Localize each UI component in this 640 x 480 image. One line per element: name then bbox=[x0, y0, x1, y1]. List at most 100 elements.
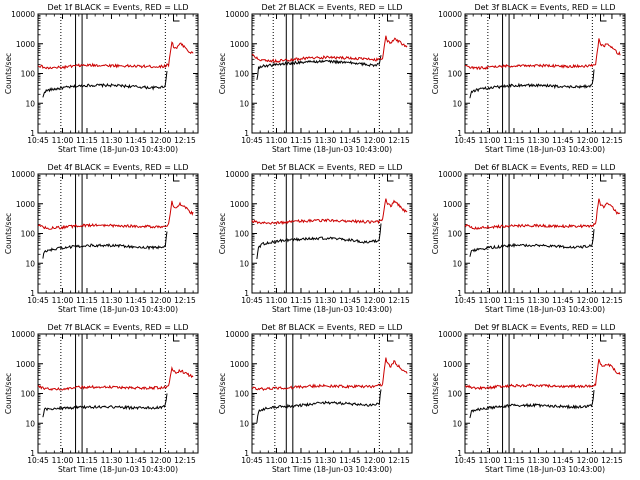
x-tick-label: 12:00 bbox=[150, 296, 172, 305]
plot-frame bbox=[251, 13, 413, 134]
x-tick-label: 11:00 bbox=[52, 296, 74, 305]
x-tick-label: 11:30 bbox=[101, 296, 123, 305]
x-tick-label: 12:00 bbox=[150, 456, 172, 465]
lld-series-line bbox=[251, 35, 408, 64]
x-tick-label: 12:00 bbox=[364, 136, 386, 145]
y-tick-label: 1 bbox=[30, 449, 35, 458]
x-tick-label: 11:30 bbox=[315, 456, 337, 465]
y-tick-label: 100 bbox=[235, 230, 250, 239]
x-tick-label: 11:15 bbox=[290, 296, 312, 305]
corner-mark bbox=[173, 14, 180, 22]
x-tick-label: 10:45 bbox=[241, 296, 263, 305]
x-tick-label: 11:15 bbox=[503, 136, 525, 145]
x-tick-label: 12:00 bbox=[577, 136, 599, 145]
y-tick-label: 10000 bbox=[11, 330, 35, 339]
y-axis-label: Counts/sec bbox=[4, 53, 13, 94]
x-tick-label: 12:00 bbox=[364, 456, 386, 465]
x-axis-label: Start Time (18-Jun-03 10:43:00) bbox=[485, 145, 605, 154]
chart-panel-4: Det 4f BLACK = Events, RED = LLD 1 10 100 10… bbox=[4, 163, 199, 314]
x-tick-label: 11:45 bbox=[339, 136, 361, 145]
corner-mark bbox=[600, 334, 607, 342]
chart-title: Det 6f BLACK = Events, RED = LLD bbox=[474, 163, 615, 172]
x-axis-label: Start Time (18-Jun-03 10:43:00) bbox=[485, 305, 605, 314]
x-tick-label: 10:45 bbox=[241, 456, 263, 465]
x-tick-label: 12:00 bbox=[150, 136, 172, 145]
x-tick-label: 12:15 bbox=[174, 456, 196, 465]
x-tick-label: 11:00 bbox=[479, 296, 501, 305]
x-axis-label: Start Time (18-Jun-03 10:43:00) bbox=[272, 305, 392, 314]
lld-series-line bbox=[464, 38, 621, 71]
plot-frame bbox=[464, 173, 626, 294]
y-tick-label: 10 bbox=[452, 419, 462, 428]
lld-series-line bbox=[251, 198, 408, 226]
y-tick-label: 100 bbox=[448, 230, 463, 239]
x-tick-label: 11:30 bbox=[101, 136, 123, 145]
x-tick-label: 12:00 bbox=[577, 456, 599, 465]
plot-frame bbox=[251, 333, 413, 454]
y-tick-label: 1000 bbox=[443, 360, 462, 369]
chart-title: Det 1f BLACK = Events, RED = LLD bbox=[47, 3, 188, 12]
y-tick-label: 1000 bbox=[230, 200, 249, 209]
y-tick-label: 1000 bbox=[443, 200, 462, 209]
x-tick-label: 11:00 bbox=[266, 136, 288, 145]
x-tick-label: 11:30 bbox=[315, 136, 337, 145]
x-tick-label: 12:15 bbox=[174, 296, 196, 305]
x-tick-label: 10:45 bbox=[27, 136, 49, 145]
y-tick-label: 10000 bbox=[438, 10, 462, 19]
x-tick-label: 10:45 bbox=[454, 136, 476, 145]
y-tick-label: 1000 bbox=[16, 200, 35, 209]
x-tick-label: 12:15 bbox=[601, 296, 623, 305]
events-series-line bbox=[256, 223, 382, 260]
corner-mark bbox=[600, 14, 607, 22]
x-tick-label: 11:00 bbox=[266, 296, 288, 305]
chart-title: Det 2f BLACK = Events, RED = LLD bbox=[261, 3, 402, 12]
corner-mark bbox=[173, 174, 180, 182]
y-tick-label: 1 bbox=[30, 289, 35, 298]
y-axis-label: Counts/sec bbox=[431, 53, 440, 94]
y-tick-label: 1 bbox=[457, 449, 462, 458]
x-tick-label: 11:30 bbox=[315, 296, 337, 305]
y-tick-label: 1000 bbox=[16, 40, 35, 49]
x-tick-label: 12:15 bbox=[601, 136, 623, 145]
chart-panel-3: Det 3f BLACK = Events, RED = LLD 1 10 100 10… bbox=[431, 3, 626, 154]
x-tick-label: 11:45 bbox=[552, 296, 574, 305]
x-tick-label: 11:30 bbox=[528, 136, 550, 145]
corner-mark bbox=[173, 334, 180, 342]
lld-series-line bbox=[37, 41, 194, 70]
y-tick-label: 100 bbox=[448, 390, 463, 399]
x-tick-label: 11:00 bbox=[479, 456, 501, 465]
x-tick-label: 11:00 bbox=[52, 456, 74, 465]
x-tick-label: 10:45 bbox=[27, 456, 49, 465]
x-axis-label: Start Time (18-Jun-03 10:43:00) bbox=[58, 465, 178, 474]
x-tick-label: 12:15 bbox=[388, 136, 410, 145]
corner-mark bbox=[387, 174, 394, 182]
x-tick-label: 12:15 bbox=[174, 136, 196, 145]
chart-title: Det 4f BLACK = Events, RED = LLD bbox=[47, 163, 188, 172]
chart-panel-8: Det 8f BLACK = Events, RED = LLD 1 10 100 10… bbox=[218, 323, 413, 474]
lld-series-line bbox=[37, 200, 194, 230]
x-tick-label: 11:00 bbox=[52, 136, 74, 145]
y-tick-label: 10 bbox=[239, 99, 249, 108]
x-tick-label: 11:45 bbox=[339, 296, 361, 305]
x-tick-label: 12:00 bbox=[577, 296, 599, 305]
y-tick-label: 10 bbox=[25, 99, 35, 108]
events-series-line bbox=[469, 390, 595, 419]
corner-mark bbox=[387, 334, 394, 342]
x-tick-label: 11:15 bbox=[503, 456, 525, 465]
y-axis-label: Counts/sec bbox=[218, 213, 227, 254]
y-tick-label: 1 bbox=[30, 129, 35, 138]
x-axis-label: Start Time (18-Jun-03 10:43:00) bbox=[485, 465, 605, 474]
y-axis-label: Counts/sec bbox=[4, 373, 13, 414]
y-tick-label: 10 bbox=[25, 259, 35, 268]
y-tick-label: 10 bbox=[452, 99, 462, 108]
x-axis-label: Start Time (18-Jun-03 10:43:00) bbox=[272, 145, 392, 154]
y-tick-label: 100 bbox=[235, 70, 250, 79]
x-tick-label: 10:45 bbox=[241, 136, 263, 145]
x-tick-label: 12:15 bbox=[388, 296, 410, 305]
events-series-line bbox=[256, 55, 382, 80]
y-tick-label: 100 bbox=[21, 70, 36, 79]
y-tick-label: 10000 bbox=[11, 170, 35, 179]
x-tick-label: 11:45 bbox=[125, 456, 147, 465]
chart-panel-9: Det 9f BLACK = Events, RED = LLD 1 10 100 10… bbox=[431, 323, 626, 474]
y-tick-label: 10000 bbox=[225, 330, 249, 339]
